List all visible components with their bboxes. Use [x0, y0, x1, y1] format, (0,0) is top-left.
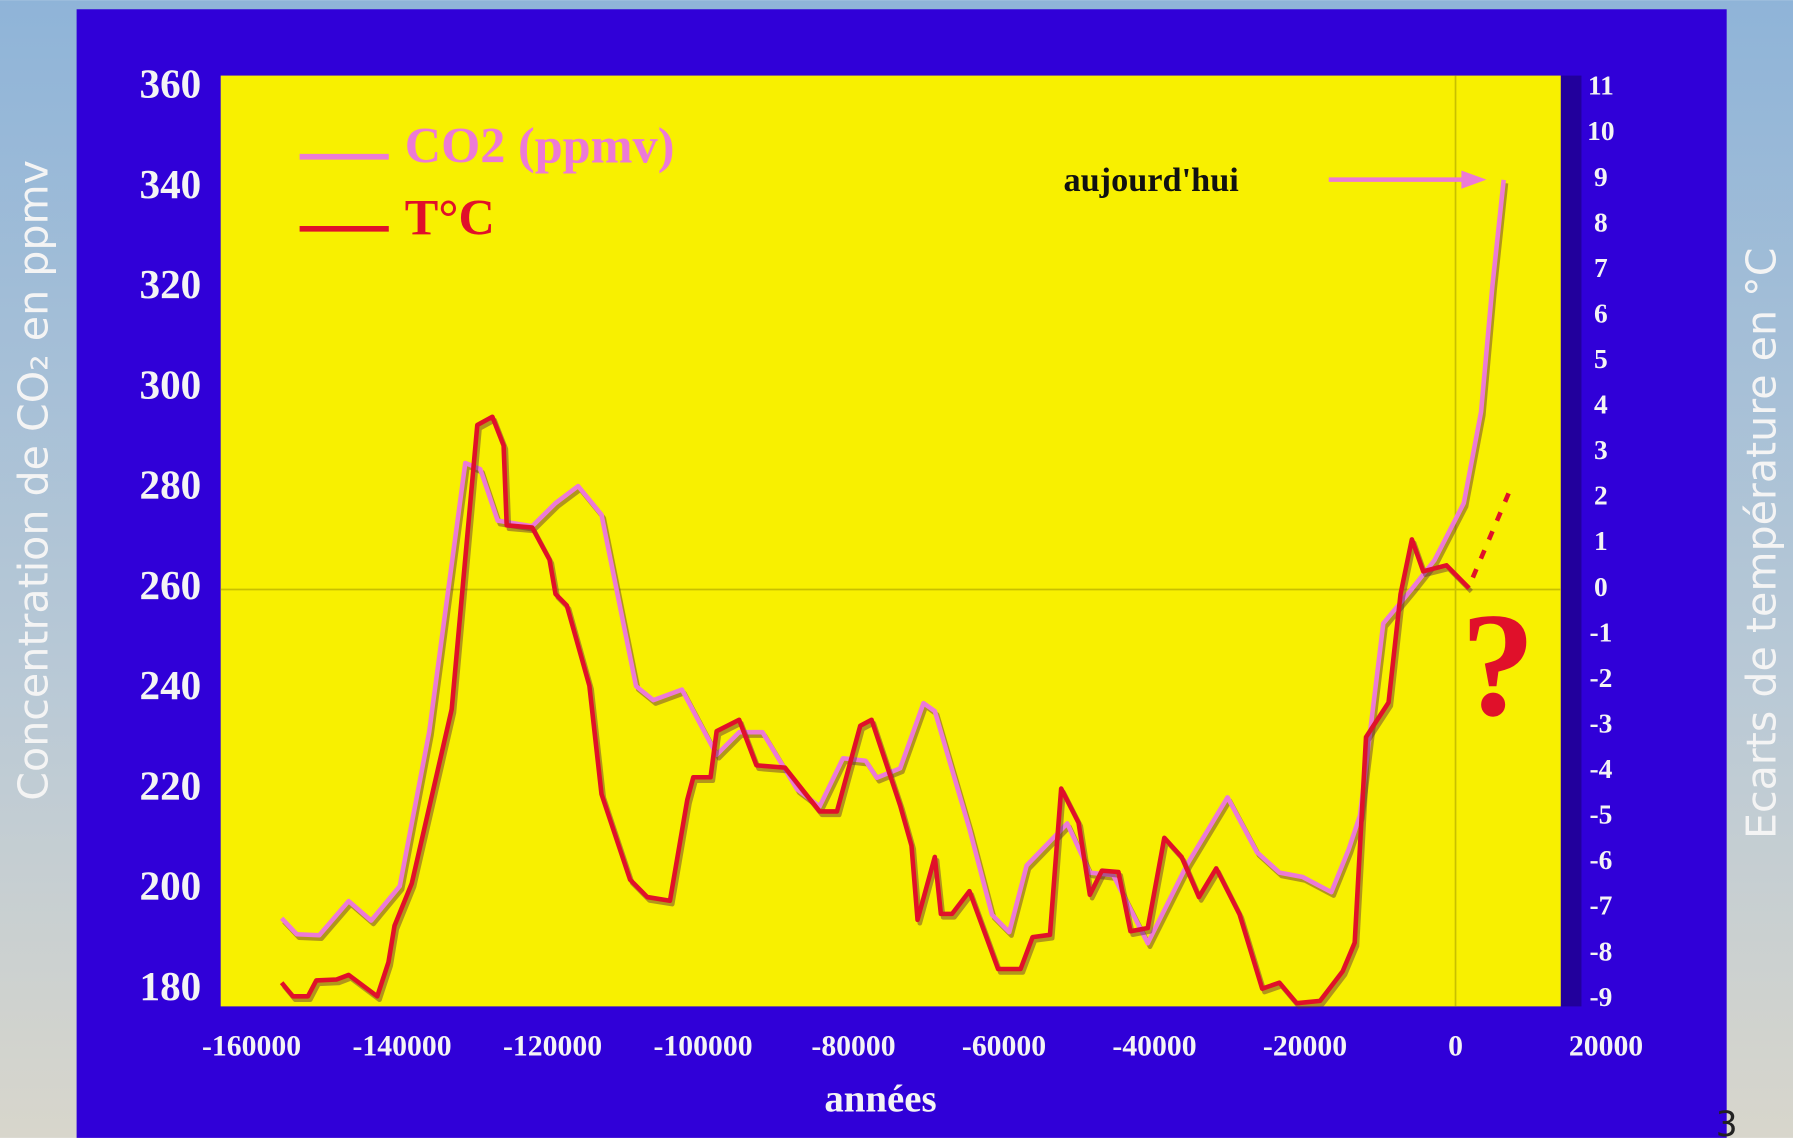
plot [220, 75, 1561, 1009]
x-tick-label: -140000 [353, 1031, 452, 1063]
y2-tick-label: -2 [1589, 663, 1612, 693]
series-line [279, 414, 1471, 1006]
y-tick-label: 180 [140, 963, 202, 1009]
y2-tick-label: 5 [1594, 344, 1608, 374]
y2-tick-label: 4 [1594, 390, 1608, 420]
axis-band [1560, 75, 1582, 1007]
x-tick-label: -40000 [1112, 1031, 1196, 1063]
plot-area [220, 75, 1561, 1007]
y-tick-label: 220 [140, 762, 202, 808]
y2-tick-label: -5 [1589, 800, 1612, 830]
series-line [279, 179, 1506, 946]
projection [1470, 485, 1514, 579]
legend-label: CO2 (ppmv) [405, 118, 675, 174]
question-mark: ? [1461, 584, 1535, 748]
x-axis-title: années [824, 1077, 936, 1120]
x-tick-label: -100000 [654, 1031, 753, 1063]
arrow-head [1461, 170, 1487, 189]
x-tick-label: 0 [1448, 1031, 1463, 1063]
y2-tick-label: -6 [1589, 845, 1612, 875]
y2-tick-label: 3 [1594, 435, 1608, 465]
y2-tick-label: 7 [1594, 253, 1608, 283]
y-tick-label: 260 [140, 562, 202, 608]
y-tick-label: 240 [140, 662, 202, 708]
y-tick-label: 200 [140, 863, 202, 909]
y2-tick-label: 6 [1594, 298, 1608, 328]
x-tick-label: -160000 [202, 1031, 301, 1063]
y-tick-label: 300 [140, 361, 202, 407]
x-tick-label: -20000 [1263, 1031, 1347, 1063]
y2-tick-label: 11 [1588, 71, 1614, 101]
y2-tick-label: 8 [1594, 207, 1608, 237]
y2-tick-label: 10 [1587, 116, 1614, 146]
y2-tick-label: 2 [1594, 481, 1608, 511]
y2-tick-label: -9 [1589, 982, 1612, 1012]
y2-tick-label: -3 [1589, 708, 1612, 738]
y-tick-label: 360 [140, 61, 202, 107]
y2-tick-label: 9 [1594, 162, 1608, 192]
y-axis-title: Concentration de CO₂ en ppmv [10, 160, 58, 801]
legend-label: T°C [405, 190, 495, 246]
page-number: 3 [1716, 1105, 1738, 1138]
x-tick-label: -120000 [503, 1031, 602, 1063]
y2-tick-label: -1 [1589, 617, 1612, 647]
x-tick-label: 20000 [1569, 1031, 1643, 1063]
annotation: aujourd'hui [1063, 161, 1239, 199]
x-tick-label: -60000 [962, 1031, 1046, 1063]
y2-tick-label: 0 [1594, 572, 1608, 602]
y-tick-label: 280 [140, 462, 202, 508]
y2-tick-label: -7 [1589, 891, 1612, 921]
y2-axis-title: Ecarts de température en °C [1737, 247, 1785, 839]
x-tick-label: -80000 [811, 1031, 895, 1063]
y-tick-label: 340 [140, 161, 202, 207]
y-tick-label: 320 [140, 261, 202, 307]
y2-tick-label: -8 [1589, 936, 1612, 966]
y2-tick-label: -4 [1589, 754, 1612, 784]
y2-tick-label: 1 [1594, 526, 1608, 556]
